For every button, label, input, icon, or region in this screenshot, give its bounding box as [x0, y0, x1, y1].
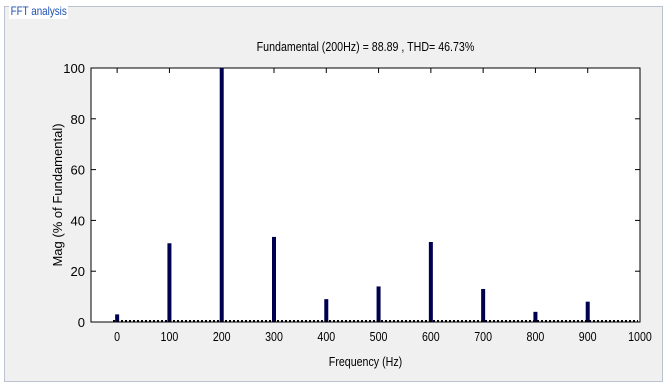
bar-400hz — [324, 299, 329, 322]
bar-series — [115, 68, 590, 322]
y-tick-label: 40 — [71, 213, 85, 228]
x-tick-label: 400 — [317, 329, 335, 344]
plot-area — [90, 67, 641, 323]
bar-300hz — [272, 236, 276, 322]
x-tick-label: 200 — [213, 329, 231, 344]
x-axis-label: Frequency (Hz) — [329, 354, 402, 369]
bar-500hz — [376, 286, 381, 322]
x-tick-label: 500 — [370, 329, 388, 344]
x-tick-label: 900 — [579, 329, 597, 344]
bar-100hz — [167, 243, 172, 322]
x-tick-label: 300 — [265, 329, 283, 344]
panel-title: FFT analysis — [9, 4, 69, 19]
x-tick-label: 100 — [161, 329, 179, 344]
y-axis-label: Mag (% of Fundamental) — [50, 123, 65, 266]
bar-800hz — [533, 311, 538, 322]
bar-900hz — [585, 301, 590, 322]
bar-700hz — [481, 288, 486, 322]
x-tick-label: 800 — [527, 329, 545, 344]
y-tick-label: 100 — [63, 61, 85, 76]
x-tick-label: 600 — [422, 329, 440, 344]
y-tick-label: 80 — [71, 112, 85, 127]
bar-600hz — [428, 241, 433, 322]
axis-ticks: 0 100 200 300 400 500 600 700 800 900 1000 0 20 40 60 8… — [63, 61, 652, 344]
bar-0hz — [115, 314, 120, 322]
bar-200hz — [219, 68, 224, 322]
x-tick-label: 700 — [474, 329, 492, 344]
x-tick-label: 1000 — [628, 329, 652, 344]
y-tick-label: 60 — [71, 163, 85, 178]
chart-title: Fundamental (200Hz) = 88.89 , THD= 46.73… — [257, 39, 475, 54]
y-tick-label: 0 — [78, 315, 85, 330]
y-tick-label: 20 — [71, 264, 85, 279]
x-tick-label: 0 — [114, 329, 120, 344]
